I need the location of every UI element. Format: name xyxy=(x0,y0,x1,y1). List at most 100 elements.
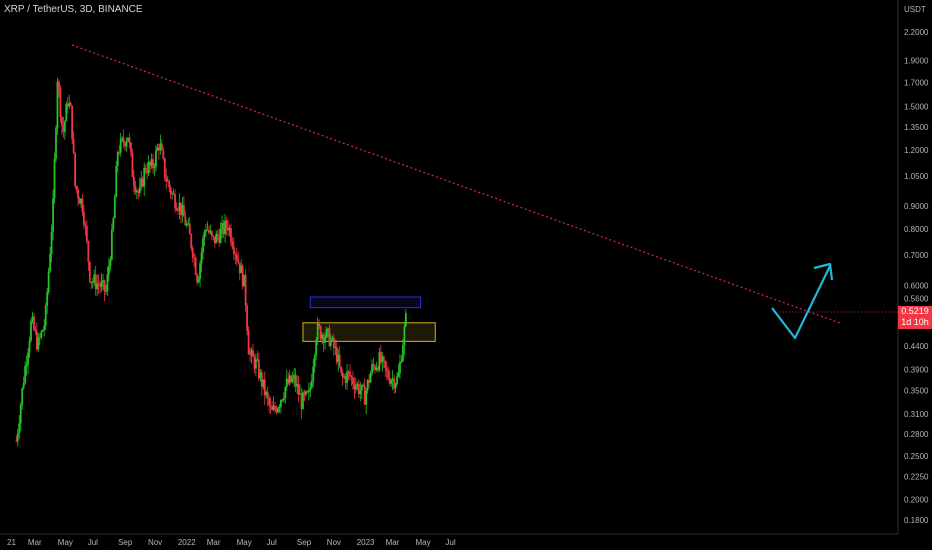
candle xyxy=(202,234,204,260)
projection-arrow[interactable] xyxy=(771,265,831,340)
currency-label: USDT xyxy=(904,5,926,14)
candle xyxy=(162,146,165,161)
price-axis[interactable]: 2.2000 1.9000 1.7000 1.5000 1.3500 1.2000 1.05… xyxy=(904,28,929,525)
candle xyxy=(31,312,34,324)
time-axis[interactable]: 21 Mar May Jul Sep Nov 2022 Mar May Jul Sep Nov 2023… xyxy=(7,538,456,547)
time-tick-label: Jul xyxy=(88,538,98,547)
candle xyxy=(337,348,340,372)
candle xyxy=(274,401,276,413)
candle xyxy=(191,245,194,263)
candle xyxy=(225,216,228,236)
candle xyxy=(130,141,132,157)
candle xyxy=(41,329,44,332)
candle xyxy=(285,369,288,391)
candle xyxy=(244,269,247,312)
price-tick-label: 0.2500 xyxy=(904,452,929,461)
candle xyxy=(143,162,146,197)
candle xyxy=(168,179,171,193)
candle xyxy=(169,184,172,200)
candle xyxy=(83,204,85,230)
price-tick-label: 1.0500 xyxy=(904,172,929,181)
candle xyxy=(284,386,287,404)
candle xyxy=(102,274,104,291)
last-price-badge: 0.5219 1d 10h xyxy=(898,306,932,329)
time-tick-label: Mar xyxy=(386,538,400,547)
candle xyxy=(322,332,325,353)
candle xyxy=(397,364,400,378)
candle xyxy=(47,267,50,295)
candle xyxy=(262,379,265,390)
candle xyxy=(347,370,350,381)
candle xyxy=(366,379,369,394)
candle xyxy=(238,262,241,281)
candle xyxy=(63,120,66,140)
candle xyxy=(16,428,19,447)
price-tick-label: 1.7000 xyxy=(904,78,929,87)
candle xyxy=(306,390,309,394)
candle xyxy=(141,176,144,188)
price-tick-label: 0.3100 xyxy=(904,410,929,419)
candle xyxy=(153,162,156,177)
candle xyxy=(209,224,212,235)
candle xyxy=(184,210,187,227)
candle xyxy=(341,369,344,386)
candle xyxy=(59,84,62,123)
candle xyxy=(127,137,129,142)
time-tick-label: Nov xyxy=(148,538,162,547)
candle xyxy=(354,378,357,394)
candle xyxy=(53,152,56,204)
candle xyxy=(349,363,351,381)
candle xyxy=(316,317,319,346)
candle xyxy=(332,333,335,356)
candle xyxy=(25,355,28,376)
candle xyxy=(388,369,391,386)
candle xyxy=(35,322,38,352)
candle xyxy=(385,361,388,381)
zones-layer xyxy=(302,296,436,342)
candle xyxy=(163,157,166,182)
price-tick-label: 0.3900 xyxy=(904,365,929,374)
candle xyxy=(299,384,301,395)
candle xyxy=(65,101,68,122)
candle xyxy=(374,363,376,374)
candle xyxy=(134,180,137,195)
candle xyxy=(140,170,143,191)
time-tick-label: Jul xyxy=(445,538,455,547)
candle xyxy=(313,353,316,373)
candle xyxy=(300,387,303,419)
candle xyxy=(182,196,185,217)
candle xyxy=(280,399,282,414)
candle xyxy=(185,220,188,229)
candle xyxy=(235,247,238,267)
candle xyxy=(375,361,378,372)
candle xyxy=(331,335,334,342)
candle xyxy=(77,186,79,207)
candle xyxy=(328,324,331,348)
candle xyxy=(240,259,243,274)
candle xyxy=(172,188,175,196)
candle xyxy=(115,161,118,198)
candle xyxy=(68,94,71,109)
candle xyxy=(85,220,88,244)
candle xyxy=(334,339,337,355)
bar-countdown: 1d 10h xyxy=(901,317,929,327)
candle xyxy=(216,229,219,242)
candle xyxy=(312,358,315,388)
candle xyxy=(137,188,140,200)
candle xyxy=(15,435,18,443)
candle xyxy=(206,221,209,231)
candle xyxy=(329,333,332,351)
price-tick-label: 0.6000 xyxy=(904,281,929,290)
descending-trendline[interactable] xyxy=(71,44,841,324)
candle xyxy=(237,251,240,264)
candle xyxy=(69,101,72,107)
price-tick-label: 0.2800 xyxy=(904,430,929,439)
candle xyxy=(371,359,373,376)
candle xyxy=(105,284,107,296)
candle xyxy=(365,387,368,415)
candle xyxy=(97,274,100,294)
candle xyxy=(156,143,159,152)
candle xyxy=(165,168,168,190)
candle xyxy=(224,214,226,243)
